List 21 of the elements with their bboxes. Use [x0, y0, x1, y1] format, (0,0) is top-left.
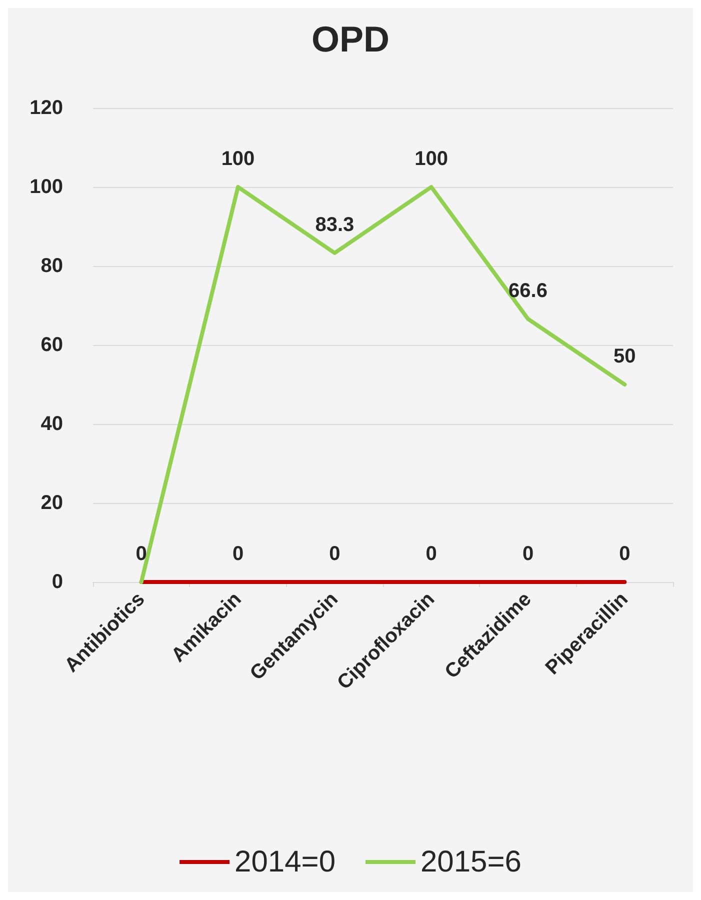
data-label: 100 [221, 148, 255, 170]
y-tick-label: 0 [52, 571, 63, 593]
data-label: 0 [522, 543, 534, 565]
data-label: 0 [136, 543, 147, 565]
y-tick-label: 20 [40, 492, 63, 514]
legend-label: 2014=0 [234, 846, 336, 878]
legend-label: 2015=6 [420, 846, 522, 878]
data-label: 0 [619, 543, 630, 565]
data-label: 0 [232, 543, 244, 565]
y-tick-label: 40 [40, 413, 63, 435]
y-tick-label: 60 [40, 334, 63, 356]
y-tick-label: 80 [40, 255, 63, 277]
data-label: 50 [614, 346, 636, 368]
y-tick-label: 120 [30, 97, 63, 119]
data-label: 0 [329, 543, 340, 565]
data-label: 83.3 [315, 214, 354, 236]
data-label: 0 [426, 543, 437, 565]
y-tick-label: 100 [30, 176, 63, 198]
data-label: 66.6 [508, 280, 548, 302]
chart-title: OPD [311, 18, 390, 60]
data-label: 100 [414, 148, 448, 170]
